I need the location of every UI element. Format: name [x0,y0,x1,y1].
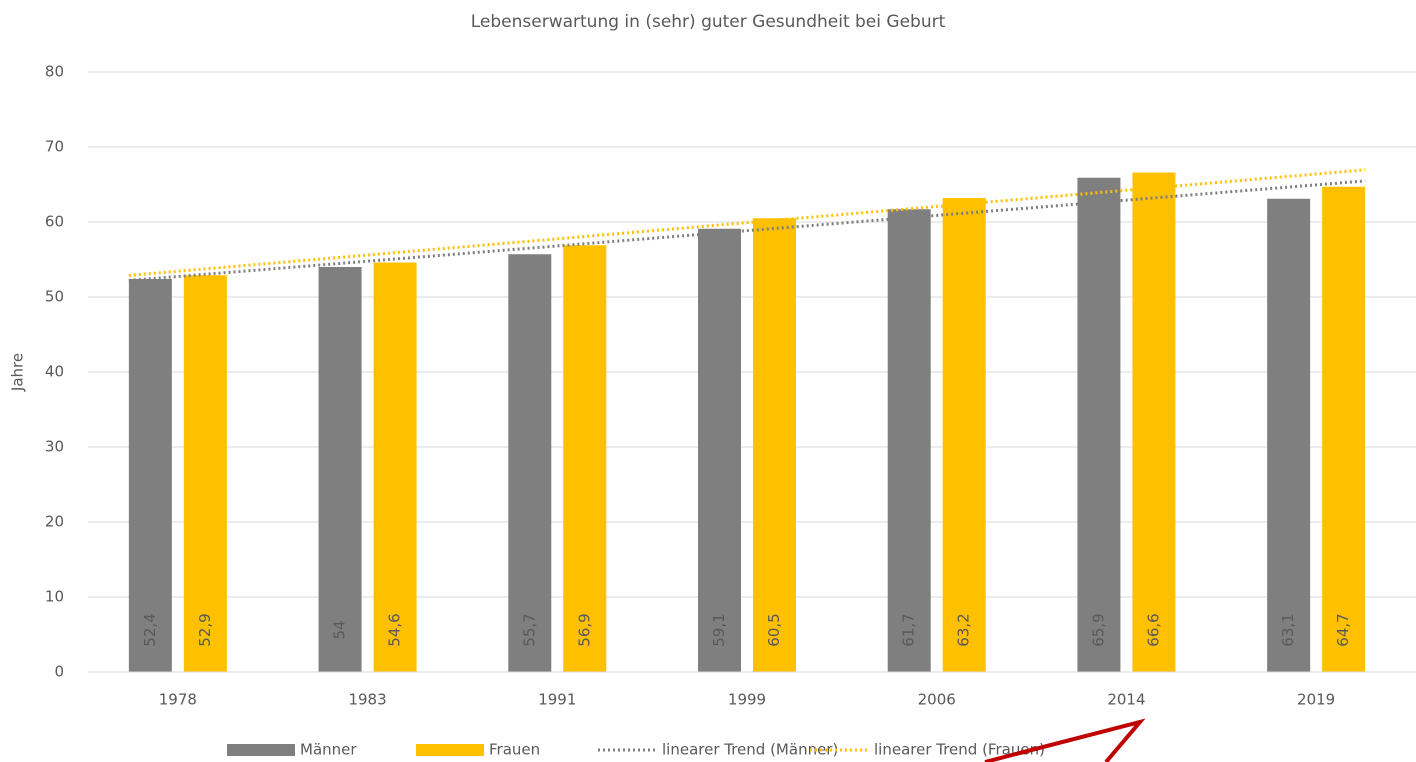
data-label: 59,1 [710,613,728,646]
x-tick-label: 1999 [728,691,766,709]
bar [1077,177,1121,672]
bar [1322,186,1366,672]
chart-title: Lebenserwartung in (sehr) guter Gesundhe… [471,12,946,32]
bar [942,198,986,672]
legend-label: linearer Trend (Männer) [662,741,838,759]
bar [373,262,417,672]
x-tick-label: 2006 [918,691,956,709]
annotation-stroke [984,718,1146,762]
y-tick-label: 30 [45,438,64,456]
data-label: 65,9 [1089,613,1107,646]
y-tick-label: 80 [45,63,64,81]
legend-swatch [227,744,295,756]
bar [318,267,362,672]
y-tick-label: 10 [45,588,64,606]
bar [1132,172,1176,672]
data-label: 63,1 [1279,613,1297,646]
y-axis-label: Jahre [9,353,27,392]
bar [128,279,172,672]
data-label: 55,7 [520,613,538,646]
bar [183,275,227,672]
data-label: 66,6 [1144,613,1162,646]
legend-label: Männer [300,741,357,759]
legend-swatch [416,744,484,756]
y-tick-label: 40 [45,363,64,381]
data-label: 60,5 [765,613,783,646]
y-tick-label: 60 [45,213,64,231]
x-tick-label: 2019 [1297,691,1335,709]
bar [753,218,796,672]
y-tick-label: 0 [54,663,64,681]
x-tick-label: 2014 [1107,691,1145,709]
legend-label: Frauen [489,741,540,759]
y-tick-label: 20 [45,513,64,531]
x-tick-label: 1978 [159,691,197,709]
data-label: 61,7 [900,613,918,646]
trend-line [128,168,1366,277]
data-label: 52,4 [141,613,159,646]
bar [1267,198,1311,672]
bar [508,254,552,672]
trend-line [128,179,1366,282]
data-label: 54,6 [386,613,404,646]
data-label: 54 [331,620,349,639]
bar [563,245,607,672]
y-tick-label: 50 [45,288,64,306]
y-tick-label: 70 [45,138,64,156]
data-label: 64,7 [1334,613,1352,646]
bar [698,228,741,672]
data-label: 56,9 [575,613,593,646]
x-tick-label: 1991 [538,691,576,709]
bar [887,209,931,672]
data-label: 63,2 [955,613,973,646]
data-label: 52,9 [196,613,214,646]
x-tick-label: 1983 [348,691,386,709]
legend-label: linearer Trend (Frauen) [874,741,1045,759]
